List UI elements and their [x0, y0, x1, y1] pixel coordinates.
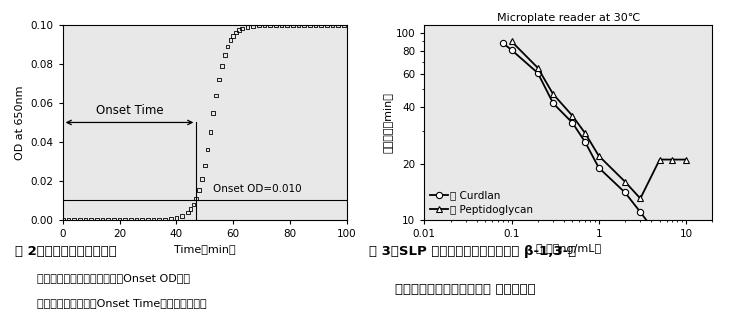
Point: [103, 217, 114, 222]
： Curdlan: [549, 101, 558, 105]
Point: [184, 207, 196, 212]
Point: [114, 217, 125, 222]
Point: [199, 163, 211, 168]
： Curdlan: [581, 140, 590, 144]
Point: [332, 23, 344, 28]
： Curdlan: [668, 259, 677, 263]
X-axis label: 濃 度（ng/mL）: 濃 度（ng/mL）: [536, 244, 601, 254]
Point: [210, 93, 222, 98]
Point: [108, 217, 120, 222]
Point: [236, 26, 248, 31]
： Curdlan: [621, 191, 630, 194]
Point: [137, 217, 148, 222]
Point: [224, 38, 236, 43]
Point: [281, 23, 293, 28]
Point: [97, 217, 108, 222]
： Peptidoglycan: [636, 197, 645, 200]
： Peptidoglycan: [581, 132, 590, 135]
Y-axis label: OD at 650nm: OD at 650nm: [15, 85, 25, 160]
Point: [327, 23, 339, 28]
Point: [182, 210, 193, 215]
Point: [253, 23, 265, 28]
： Curdlan: [499, 41, 508, 45]
： Curdlan: [636, 210, 645, 214]
： Curdlan: [655, 236, 664, 240]
Point: [159, 217, 171, 222]
： Peptidoglycan: [655, 158, 664, 161]
： Peptidoglycan: [568, 114, 577, 118]
Point: [310, 23, 322, 28]
Point: [293, 23, 305, 28]
Point: [270, 23, 282, 28]
Y-axis label: 反応時間（min）: 反応時間（min）: [383, 92, 393, 153]
Point: [247, 24, 259, 29]
Text: 達するまでの時間（Onset Time）を求めます。: 達するまでの時間（Onset Time）を求めます。: [37, 298, 207, 308]
Text: 反応開始から、吸収が閾値（Onset OD）に: 反応開始から、吸収が閾値（Onset OD）に: [37, 273, 190, 283]
Line: ： Curdlan: ： Curdlan: [500, 40, 689, 279]
Point: [304, 23, 316, 28]
： Peptidoglycan: [507, 40, 516, 43]
： Curdlan: [534, 71, 542, 75]
Line: ： Peptidoglycan: ： Peptidoglycan: [508, 38, 689, 202]
Point: [74, 217, 86, 222]
Point: [125, 217, 137, 222]
Point: [85, 217, 97, 222]
Text: Onset OD=0.010: Onset OD=0.010: [213, 185, 302, 194]
Point: [120, 217, 131, 222]
Point: [216, 63, 228, 68]
Point: [190, 196, 202, 201]
Point: [165, 216, 176, 221]
： Peptidoglycan: [549, 92, 558, 96]
Point: [68, 217, 80, 222]
： Curdlan: [507, 48, 516, 52]
Point: [176, 214, 188, 219]
： Curdlan: [681, 274, 690, 278]
Point: [57, 217, 69, 222]
Legend: ： Curdlan, ： Peptidoglycan: ： Curdlan, ： Peptidoglycan: [430, 190, 534, 214]
Point: [287, 23, 299, 28]
Point: [63, 217, 75, 222]
： Peptidoglycan: [594, 154, 603, 158]
： Peptidoglycan: [534, 66, 542, 70]
Point: [230, 30, 242, 35]
Point: [142, 217, 154, 222]
Point: [201, 147, 213, 152]
Point: [213, 77, 225, 82]
Title: Microplate reader at 30℃: Microplate reader at 30℃: [497, 13, 640, 23]
： Curdlan: [594, 166, 603, 170]
Point: [315, 23, 327, 28]
Point: [298, 23, 310, 28]
Point: [80, 217, 92, 222]
Text: 図 2　オンセットタイム法: 図 2 オンセットタイム法: [15, 245, 117, 258]
Point: [196, 176, 208, 181]
Point: [218, 52, 230, 57]
Point: [258, 23, 270, 28]
Point: [154, 217, 165, 222]
Point: [241, 24, 253, 29]
X-axis label: Time（min）: Time（min）: [174, 244, 235, 254]
Text: Onset Time: Onset Time: [96, 104, 163, 116]
Point: [321, 23, 333, 28]
Point: [91, 217, 103, 222]
Point: [221, 44, 233, 49]
Text: 図 3　SLP 試薬セット、プレート法 β-1,3-グ: 図 3 SLP 試薬セット、プレート法 β-1,3-グ: [369, 245, 576, 258]
Point: [170, 216, 182, 221]
Point: [131, 217, 142, 222]
Point: [233, 28, 245, 33]
Point: [338, 23, 350, 28]
Point: [204, 129, 216, 134]
Point: [187, 202, 199, 207]
Point: [207, 111, 219, 116]
： Curdlan: [568, 121, 577, 125]
Text: ルカン・ペプチドグリカン 用量反応性: ルカン・ペプチドグリカン 用量反応性: [395, 283, 536, 295]
Point: [148, 217, 159, 222]
： Peptidoglycan: [668, 158, 677, 161]
Point: [264, 23, 276, 28]
Point: [227, 33, 239, 38]
： Peptidoglycan: [621, 180, 630, 183]
Point: [193, 187, 205, 192]
： Peptidoglycan: [681, 158, 690, 161]
Point: [275, 23, 287, 28]
